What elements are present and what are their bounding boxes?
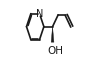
Polygon shape: [51, 27, 54, 42]
Text: N: N: [36, 9, 43, 19]
Text: OH: OH: [47, 46, 63, 56]
